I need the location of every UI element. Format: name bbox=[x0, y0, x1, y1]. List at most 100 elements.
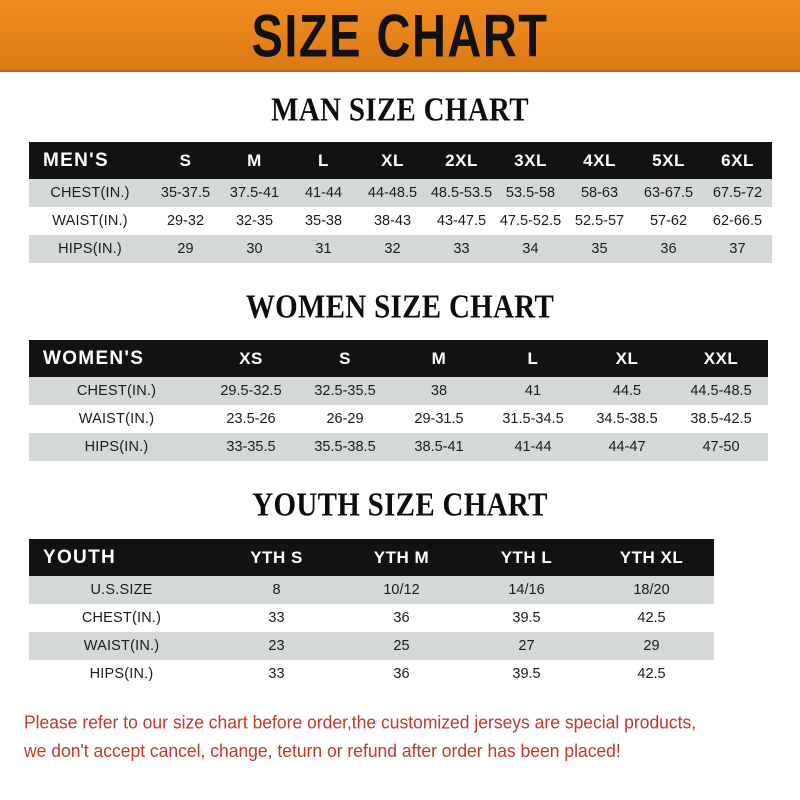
table-cell: 47-50 bbox=[674, 433, 768, 461]
table-cell: 32 bbox=[358, 235, 427, 263]
table-cell: 29.5-32.5 bbox=[204, 377, 298, 405]
man-size-header-l: L bbox=[289, 142, 358, 179]
man-size-header-xl: XL bbox=[358, 142, 427, 179]
table-row: CHEST(IN.) 33 36 39.5 42.5 bbox=[29, 604, 771, 632]
man-size-header-5xl: 5XL bbox=[634, 142, 703, 179]
table-cell: 41 bbox=[486, 377, 580, 405]
women-size-header-xxl: XXL bbox=[674, 340, 768, 377]
table-cell: 33 bbox=[427, 235, 496, 263]
footer-disclaimer: Please refer to our size chart before or… bbox=[24, 709, 776, 766]
table-cell: 67.5-72 bbox=[703, 179, 772, 207]
women-row-label: WAIST(IN.) bbox=[29, 405, 204, 433]
table-cell: 35 bbox=[565, 235, 634, 263]
table-cell: 63-67.5 bbox=[634, 179, 703, 207]
table-cell: 62-66.5 bbox=[703, 207, 772, 235]
youth-row-label: WAIST(IN.) bbox=[29, 632, 214, 660]
man-section-title: MAN SIZE CHART bbox=[271, 91, 529, 129]
table-cell: 33 bbox=[214, 660, 339, 688]
women-row-label: HIPS(IN.) bbox=[29, 433, 204, 461]
table-cell: 35.5-38.5 bbox=[298, 433, 392, 461]
table-cell: 44.5 bbox=[580, 377, 674, 405]
man-header-label: MEN'S bbox=[29, 142, 151, 179]
table-row: CHEST(IN.) 29.5-32.5 32.5-35.5 38 41 44.5 44.5… bbox=[29, 377, 771, 405]
women-size-header-xs: XS bbox=[204, 340, 298, 377]
table-cell: 31 bbox=[289, 235, 358, 263]
table-cell: 43-47.5 bbox=[427, 207, 496, 235]
man-size-table: MEN'S S M L XL 2XL 3XL 4XL 5XL 6XL CHEST(IN.) 35-37… bbox=[29, 142, 772, 263]
man-size-header-4xl: 4XL bbox=[565, 142, 634, 179]
table-cell-spacer bbox=[768, 433, 771, 461]
table-cell: 26-29 bbox=[298, 405, 392, 433]
table-cell: 39.5 bbox=[464, 604, 589, 632]
table-row: HIPS(IN.) 29 30 31 32 33 34 35 36 37 bbox=[29, 235, 772, 263]
table-cell: 27 bbox=[464, 632, 589, 660]
man-row-label: CHEST(IN.) bbox=[29, 179, 151, 207]
table-cell: 38.5-41 bbox=[392, 433, 486, 461]
table-cell: 58-63 bbox=[565, 179, 634, 207]
youth-size-table-wrap: YOUTH YTH S YTH M YTH L YTH XL U.S.SIZE 8 10/12… bbox=[29, 539, 771, 688]
women-section-title: WOMEN SIZE CHART bbox=[245, 288, 555, 326]
table-cell: 29-32 bbox=[151, 207, 220, 235]
table-cell-spacer bbox=[714, 660, 771, 688]
table-cell: 42.5 bbox=[589, 604, 714, 632]
table-cell: 33-35.5 bbox=[204, 433, 298, 461]
man-size-header-m: M bbox=[220, 142, 289, 179]
table-cell: 52.5-57 bbox=[565, 207, 634, 235]
table-cell: 35-37.5 bbox=[151, 179, 220, 207]
man-row-label: WAIST(IN.) bbox=[29, 207, 151, 235]
table-cell: 10/12 bbox=[339, 576, 464, 604]
table-cell: 8 bbox=[214, 576, 339, 604]
women-size-header-s: S bbox=[298, 340, 392, 377]
table-cell: 14/16 bbox=[464, 576, 589, 604]
table-row: WAIST(IN.) 23 25 27 29 bbox=[29, 632, 771, 660]
table-cell: 25 bbox=[339, 632, 464, 660]
table-cell-spacer bbox=[768, 405, 771, 433]
table-cell: 32-35 bbox=[220, 207, 289, 235]
table-row: WAIST(IN.) 29-32 32-35 35-38 38-43 43-47.5 47.… bbox=[29, 207, 772, 235]
youth-size-header-yth-m: YTH M bbox=[339, 539, 464, 576]
table-cell: 34 bbox=[496, 235, 565, 263]
youth-section-title: YOUTH SIZE CHART bbox=[252, 486, 548, 524]
page-banner: SIZE CHART bbox=[0, 0, 800, 72]
table-cell: 34.5-38.5 bbox=[580, 405, 674, 433]
table-row: CHEST(IN.) 35-37.5 37.5-41 41-44 44-48.5 48.5… bbox=[29, 179, 772, 207]
table-cell: 53.5-58 bbox=[496, 179, 565, 207]
women-size-table: WOMEN'S XS S M L XL XXL CHEST(IN.) 29.5-32.5 32.5… bbox=[29, 340, 771, 461]
table-row: HIPS(IN.) 33-35.5 35.5-38.5 38.5-41 41-44 44-… bbox=[29, 433, 771, 461]
page-title: SIZE CHART bbox=[251, 1, 549, 69]
youth-table-header-row: YOUTH YTH S YTH M YTH L YTH XL bbox=[29, 539, 771, 576]
table-cell: 23 bbox=[214, 632, 339, 660]
table-cell: 30 bbox=[220, 235, 289, 263]
youth-header-spacer bbox=[714, 539, 771, 576]
table-cell: 44-47 bbox=[580, 433, 674, 461]
table-cell: 36 bbox=[634, 235, 703, 263]
man-table-header-row: MEN'S S M L XL 2XL 3XL 4XL 5XL 6XL bbox=[29, 142, 772, 179]
man-size-table-wrap: MEN'S S M L XL 2XL 3XL 4XL 5XL 6XL CHEST(IN.) 35-37… bbox=[29, 142, 772, 263]
youth-size-header-yth-l: YTH L bbox=[464, 539, 589, 576]
women-header-spacer bbox=[768, 340, 771, 377]
table-row: WAIST(IN.) 23.5-26 26-29 29-31.5 31.5-34.5 34… bbox=[29, 405, 771, 433]
table-cell: 38 bbox=[392, 377, 486, 405]
youth-row-label: CHEST(IN.) bbox=[29, 604, 214, 632]
table-cell-spacer bbox=[714, 632, 771, 660]
table-cell: 57-62 bbox=[634, 207, 703, 235]
table-cell: 36 bbox=[339, 604, 464, 632]
man-row-label: HIPS(IN.) bbox=[29, 235, 151, 263]
table-cell: 35-38 bbox=[289, 207, 358, 235]
women-row-label: CHEST(IN.) bbox=[29, 377, 204, 405]
youth-header-label: YOUTH bbox=[29, 539, 214, 576]
table-cell: 32.5-35.5 bbox=[298, 377, 392, 405]
youth-size-table: YOUTH YTH S YTH M YTH L YTH XL U.S.SIZE 8 10/12… bbox=[29, 539, 771, 688]
table-row: U.S.SIZE 8 10/12 14/16 18/20 bbox=[29, 576, 771, 604]
women-table-header-row: WOMEN'S XS S M L XL XXL bbox=[29, 340, 771, 377]
table-cell: 29 bbox=[151, 235, 220, 263]
table-cell: 41-44 bbox=[486, 433, 580, 461]
man-size-header-6xl: 6XL bbox=[703, 142, 772, 179]
footer-line-2: we don't accept cancel, change, teturn o… bbox=[24, 740, 621, 762]
table-cell: 42.5 bbox=[589, 660, 714, 688]
table-cell: 36 bbox=[339, 660, 464, 688]
table-cell: 23.5-26 bbox=[204, 405, 298, 433]
youth-row-label: U.S.SIZE bbox=[29, 576, 214, 604]
youth-row-label: HIPS(IN.) bbox=[29, 660, 214, 688]
